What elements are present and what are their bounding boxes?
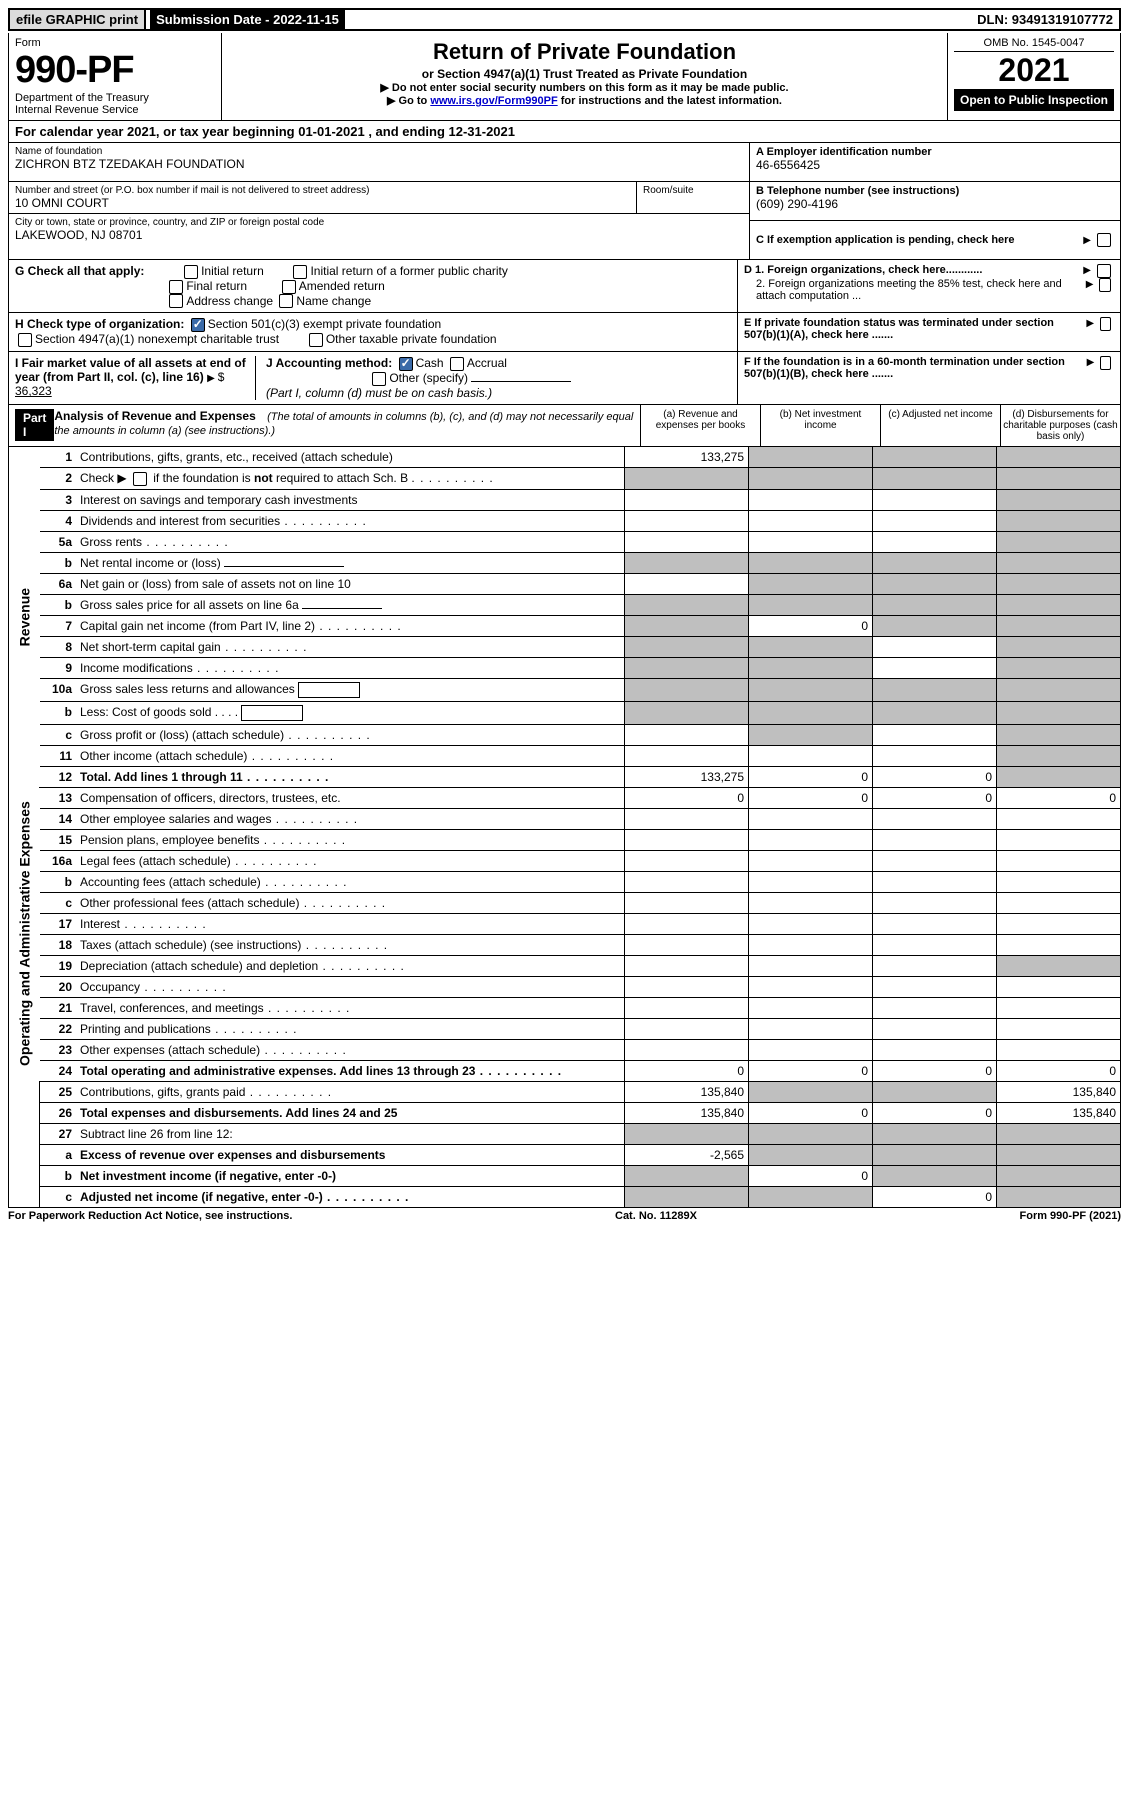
initial-public-checkbox[interactable] (293, 265, 307, 279)
irs-label: Internal Revenue Service (15, 104, 215, 116)
60month-checkbox[interactable] (1100, 356, 1111, 370)
other-taxable-checkbox[interactable] (309, 333, 323, 347)
submission-date: Submission Date - 2022-11-15 (150, 10, 345, 29)
initial-return-checkbox[interactable] (184, 265, 198, 279)
tax-year: 2021 (954, 52, 1114, 89)
501c3-checkbox[interactable] (191, 318, 205, 332)
ein: 46-6556425 (756, 158, 1114, 172)
foreign-85-checkbox[interactable] (1099, 278, 1111, 292)
section-e: E If private foundation status was termi… (737, 313, 1120, 351)
exemption-label: C If exemption application is pending, c… (756, 234, 1015, 246)
terminated-checkbox[interactable] (1100, 317, 1111, 331)
address-change-checkbox[interactable] (169, 294, 183, 308)
instruction-2: ▶ Go to www.irs.gov/Form990PF for instru… (232, 94, 937, 107)
col-c-header: (c) Adjusted net income (880, 405, 1000, 446)
section-f: F If the foundation is in a 60-month ter… (737, 352, 1120, 404)
exemption-checkbox[interactable] (1097, 233, 1111, 247)
form-number: 990-PF (15, 49, 215, 92)
accrual-checkbox[interactable] (450, 357, 464, 371)
efile-print-button[interactable]: efile GRAPHIC print (10, 10, 146, 29)
page-footer: For Paperwork Reduction Act Notice, see … (8, 1208, 1121, 1224)
name-label: Name of foundation (15, 146, 743, 157)
4947-checkbox[interactable] (18, 333, 32, 347)
part1-label: Part I (15, 409, 54, 441)
expenses-section: Operating and Administrative Expenses (9, 787, 40, 1081)
section-d: D 1. Foreign organizations, check here..… (737, 260, 1120, 312)
form-ref: Form 990-PF (2021) (1020, 1210, 1121, 1222)
foundation-name: ZICHRON BTZ TZEDAKAH FOUNDATION (15, 157, 743, 171)
phone-label: B Telephone number (see instructions) (756, 185, 1114, 197)
amended-checkbox[interactable] (282, 280, 296, 294)
top-bar: efile GRAPHIC print Submission Date - 20… (8, 8, 1121, 31)
fmv-value: 36,323 (15, 384, 52, 398)
calendar-year: For calendar year 2021, or tax year begi… (8, 121, 1121, 143)
city-label: City or town, state or province, country… (15, 217, 743, 228)
schb-checkbox[interactable] (133, 472, 147, 486)
dept-treasury: Department of the Treasury (15, 92, 215, 104)
cash-checkbox[interactable] (399, 357, 413, 371)
col-a-header: (a) Revenue and expenses per books (640, 405, 760, 446)
street-address: 10 OMNI COURT (15, 196, 630, 210)
other-method-checkbox[interactable] (372, 372, 386, 386)
phone: (609) 290-4196 (756, 197, 1114, 211)
entity-info: Name of foundation ZICHRON BTZ TZEDAKAH … (8, 143, 1121, 260)
form-header: Form 990-PF Department of the Treasury I… (8, 33, 1121, 121)
paperwork-notice: For Paperwork Reduction Act Notice, see … (8, 1210, 292, 1222)
public-inspection: Open to Public Inspection (954, 89, 1114, 111)
section-ij: I Fair market value of all assets at end… (9, 352, 737, 404)
dln: DLN: 93491319107772 (971, 10, 1119, 29)
section-g: G Check all that apply: Initial return I… (9, 260, 737, 312)
room-label: Room/suite (643, 185, 743, 196)
form-title: Return of Private Foundation (232, 39, 937, 65)
section-h: H Check type of organization: Section 50… (9, 313, 737, 351)
irs-link[interactable]: www.irs.gov/Form990PF (430, 95, 557, 107)
omb-number: OMB No. 1545-0047 (954, 37, 1114, 52)
addr-label: Number and street (or P.O. box number if… (15, 185, 630, 196)
catalog-no: Cat. No. 11289X (615, 1210, 697, 1222)
instruction-1: ▶ Do not enter social security numbers o… (232, 81, 937, 94)
city-state-zip: LAKEWOOD, NJ 08701 (15, 228, 743, 242)
col-b-header: (b) Net investment income (760, 405, 880, 446)
form-subtitle: or Section 4947(a)(1) Trust Treated as P… (232, 67, 937, 81)
revenue-section: Revenue (9, 447, 40, 787)
analysis-table: Revenue 1Contributions, gifts, grants, e… (8, 447, 1121, 1208)
name-change-checkbox[interactable] (279, 294, 293, 308)
form-label: Form (15, 37, 215, 49)
ein-label: A Employer identification number (756, 146, 1114, 158)
part1-header: Part I Analysis of Revenue and Expenses … (8, 405, 1121, 447)
col-d-header: (d) Disbursements for charitable purpose… (1000, 405, 1120, 446)
foreign-org-checkbox[interactable] (1097, 264, 1111, 278)
final-return-checkbox[interactable] (169, 280, 183, 294)
